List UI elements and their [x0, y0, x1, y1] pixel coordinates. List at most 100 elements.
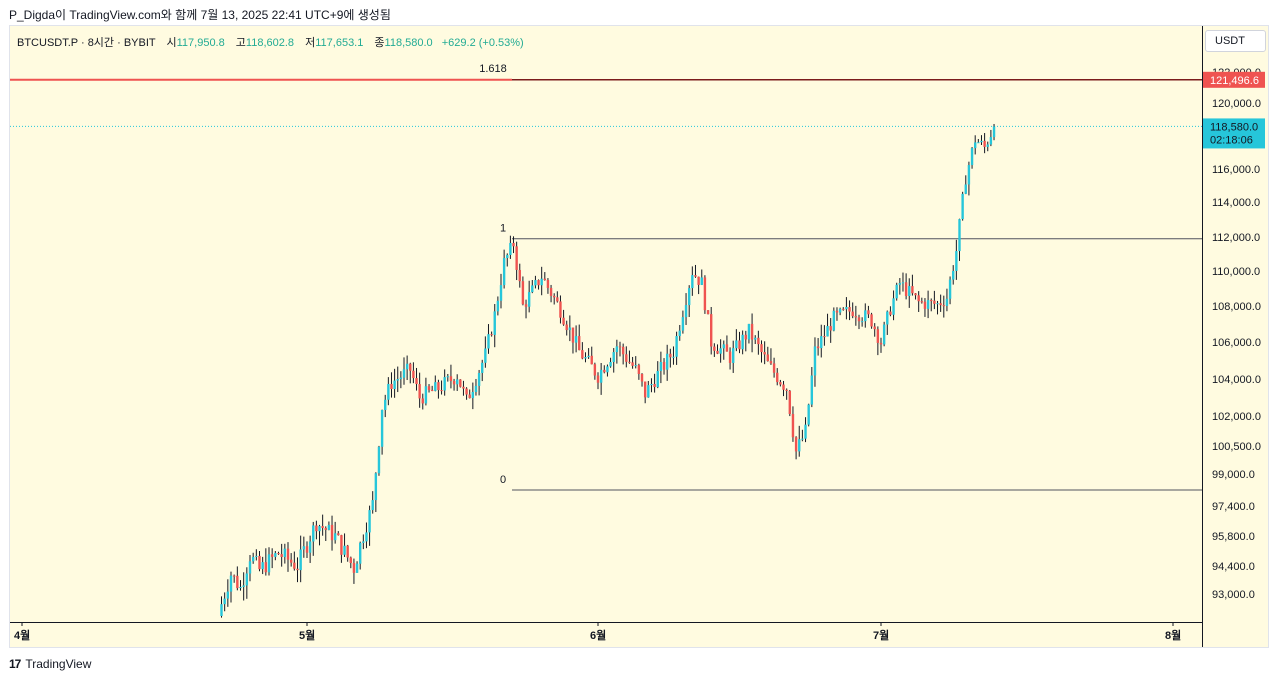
plot-area[interactable]: [10, 26, 1202, 622]
symbol-title[interactable]: BTCUSDT.P · 8시간 · BYBIT: [17, 37, 156, 49]
candle-body-down: [430, 389, 434, 391]
candle-body-down: [879, 342, 883, 345]
candle-body-up: [606, 366, 609, 373]
candle-body-down: [321, 526, 324, 528]
candle-body-down: [552, 295, 556, 298]
candle-body-up: [945, 298, 949, 306]
candle-body-down: [581, 350, 584, 359]
fib-price-tag-text: 121,496.6: [1210, 75, 1259, 87]
candle-body-up: [687, 288, 691, 306]
candle-body-up: [986, 144, 989, 147]
candle-body-down: [264, 562, 268, 573]
last-price-tag: [1203, 118, 1265, 149]
candle-body-down: [772, 363, 776, 373]
high-value: 118,602.8: [245, 37, 295, 49]
candle-body-down: [562, 317, 565, 325]
candle-body-down: [512, 242, 515, 247]
candle-body-down: [346, 545, 349, 558]
candle-body-up: [659, 361, 663, 372]
time-tick-label: 6월: [590, 628, 606, 642]
candle-body-down: [923, 301, 927, 309]
candle-body-down: [449, 376, 453, 381]
fib-0-label: 0: [500, 474, 506, 486]
candle-body-down: [462, 386, 465, 389]
candle-body-up: [967, 165, 971, 185]
candle-body-down: [848, 307, 851, 312]
candle-body-up: [584, 357, 587, 359]
candle-body-down: [340, 535, 343, 555]
candle-body-down: [713, 346, 716, 351]
candle-body-down: [637, 365, 641, 374]
candle-body-up: [474, 385, 478, 392]
candle-body-down: [914, 293, 917, 296]
countdown-tag-text: 02:18:06: [1210, 134, 1253, 146]
candle-body-up: [741, 334, 744, 350]
candle-body-down: [788, 390, 792, 414]
candle-body-up: [672, 356, 675, 358]
candle-body-down: [942, 305, 945, 307]
candle-body-down: [293, 562, 296, 569]
candle-body-down: [330, 524, 334, 541]
candle-body-up: [496, 300, 500, 312]
candle-body-up: [308, 541, 312, 553]
candle-body-down: [452, 380, 456, 385]
candle-body-down: [640, 373, 644, 382]
candle-body-up: [838, 308, 842, 313]
candle-body-up: [327, 524, 331, 530]
candle-body-up: [798, 439, 801, 452]
candle-body-down: [983, 140, 986, 147]
candle-body-up: [961, 193, 964, 220]
candle-body-down: [352, 563, 356, 573]
candle-body-up: [380, 410, 384, 447]
candle-body-up: [487, 334, 490, 349]
candle-body-up: [531, 285, 534, 293]
candle-body-down: [750, 323, 754, 340]
footer-brand[interactable]: 17 TradingView: [9, 657, 91, 671]
candle-body-down: [232, 575, 236, 577]
candle-body-up: [374, 473, 378, 501]
last-price-tag-text: 118,580.0: [1210, 121, 1258, 133]
candle-body-down: [851, 311, 854, 317]
candle-body-down: [744, 334, 747, 340]
price-tick-label: 108,000.0: [1212, 301, 1261, 313]
candle-body-down: [427, 386, 431, 390]
time-axis[interactable]: [10, 623, 1202, 647]
candle-body-up: [977, 142, 980, 144]
price-tick-label: 94,400.0: [1212, 561, 1255, 573]
low-value: 117,653.1: [315, 37, 364, 49]
candle-body-down: [421, 398, 424, 404]
candle-body-up: [239, 586, 242, 589]
candle-body-up: [813, 346, 817, 376]
candle-body-down: [662, 361, 666, 370]
close-label: 종: [374, 37, 385, 49]
candle-body-down: [757, 337, 760, 345]
candle-body-down: [933, 300, 936, 304]
candle-body-up: [455, 379, 459, 385]
candle-body-down: [791, 413, 795, 438]
candle-body-down: [556, 297, 559, 302]
candle-body-up: [251, 556, 255, 562]
candle-body-up: [804, 424, 807, 439]
candle-body-up: [634, 365, 637, 367]
candle-body-up: [402, 369, 406, 378]
candle-body-down: [876, 329, 880, 343]
time-tick-label: 7월: [873, 628, 889, 642]
candle-body-up: [534, 280, 537, 286]
candle-body-up: [245, 573, 249, 586]
candle-body-down: [289, 559, 293, 563]
candle-body-up: [952, 270, 955, 280]
candle-body-down: [911, 286, 914, 294]
candle-body-up: [895, 284, 898, 299]
price-tick-label: 120,000.0: [1212, 98, 1261, 110]
candle-body-up: [732, 348, 735, 363]
candle-body-up: [826, 326, 829, 337]
candle-body-down: [669, 353, 672, 358]
fib-1-label: 1: [500, 223, 506, 235]
candle-body-up: [656, 371, 659, 388]
candle-body-up: [665, 353, 669, 370]
currency-selector[interactable]: USDT: [1205, 30, 1266, 52]
candle-body-down: [546, 279, 550, 288]
candle-body-down: [728, 351, 732, 363]
candle-body-down: [280, 554, 283, 557]
